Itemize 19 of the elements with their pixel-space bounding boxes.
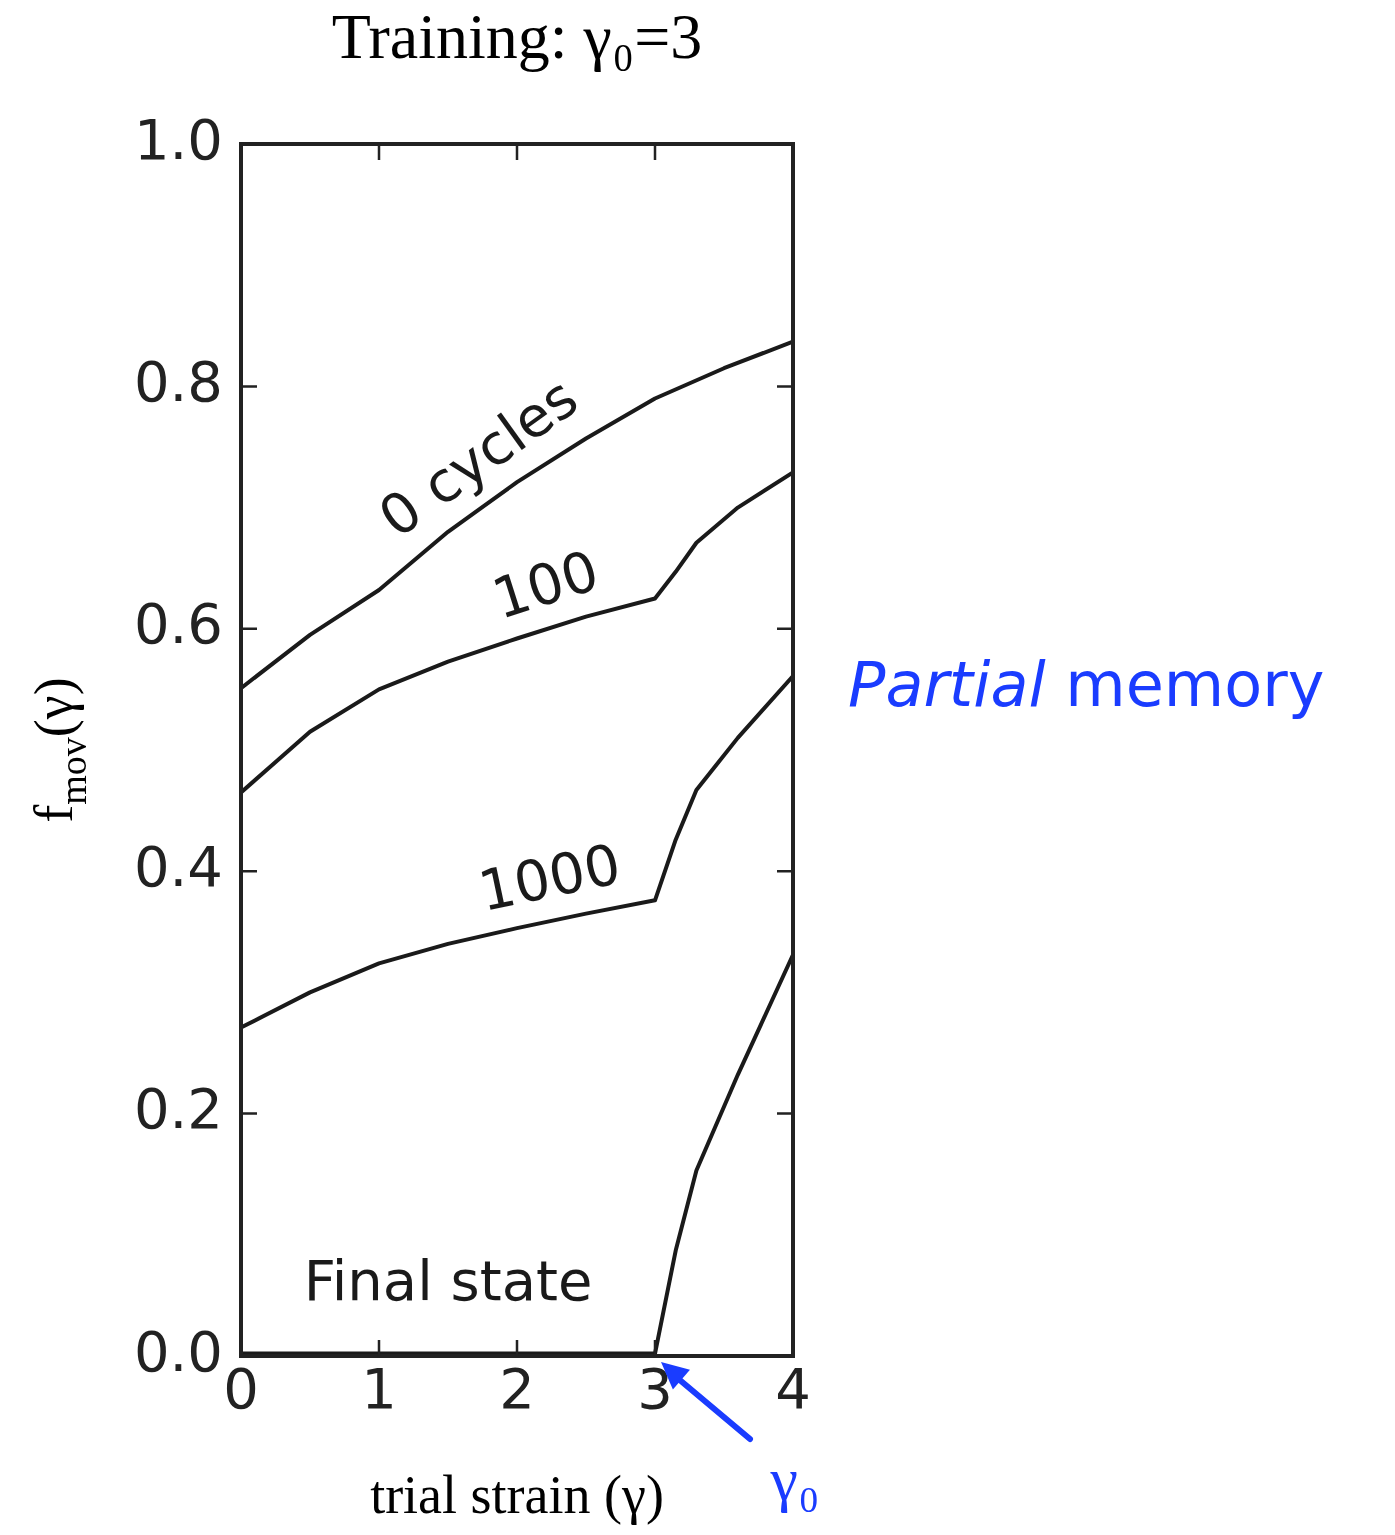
text: Partial memory bbox=[848, 647, 1325, 721]
chart-title: Training: γ₀=3 bbox=[330, 0, 704, 74]
x-tick-label: 2 bbox=[499, 1356, 535, 1422]
annotation: γ₀ bbox=[769, 1445, 820, 1514]
x-axis-title: trial strain (γ) bbox=[370, 1464, 664, 1525]
x-tick-label: 4 bbox=[775, 1356, 811, 1422]
y-tick-label: 1.0 bbox=[133, 106, 223, 172]
y-tick-label: 0.6 bbox=[133, 591, 223, 657]
y-axis-title: fmov(γ) bbox=[24, 677, 94, 823]
text: 1000 bbox=[473, 830, 626, 924]
y-tick-label: 0.4 bbox=[133, 833, 223, 899]
y-tick-label: 0.2 bbox=[133, 1076, 223, 1142]
series-label: Final state bbox=[303, 1248, 593, 1314]
x-tick-label: 3 bbox=[637, 1356, 673, 1422]
y-tick-label: 0.0 bbox=[133, 1318, 223, 1384]
y-tick-label: 0.8 bbox=[133, 348, 223, 414]
x-tick-label: 1 bbox=[361, 1356, 397, 1422]
x-tick-label: 0 bbox=[223, 1356, 259, 1422]
text: 100 bbox=[484, 537, 607, 632]
